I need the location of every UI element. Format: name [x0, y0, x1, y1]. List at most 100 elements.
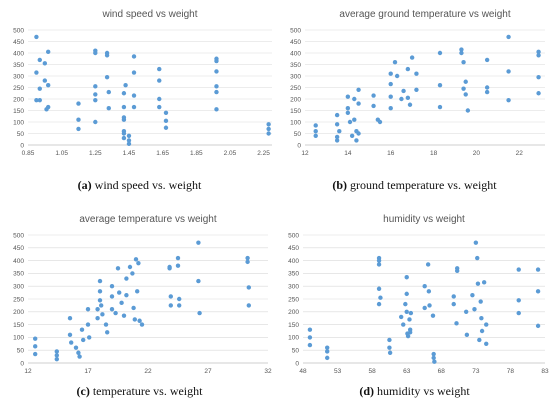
data-point [117, 290, 122, 295]
y-tick-label: 350 [290, 62, 301, 69]
data-point [388, 106, 393, 111]
data-point [34, 70, 39, 75]
x-tick-label: 27 [204, 368, 212, 375]
data-point [104, 53, 110, 58]
data-point [408, 310, 414, 316]
x-tick-label: 1.45 [123, 150, 136, 157]
data-point [42, 61, 48, 66]
data-point [405, 333, 411, 339]
data-point [37, 57, 42, 63]
data-point [437, 83, 443, 88]
x-tick-label: 2.25 [257, 150, 270, 157]
data-point [392, 60, 398, 65]
data-point [432, 359, 437, 364]
data-point [536, 53, 541, 58]
data-point [124, 292, 129, 298]
data-point [214, 89, 219, 95]
data-point [516, 267, 521, 272]
data-point [115, 266, 121, 271]
data-point [345, 94, 351, 99]
data-point [77, 354, 82, 359]
y-tick-label: 0 [295, 360, 299, 367]
x-tick-label: 63 [403, 368, 411, 375]
y-tick-label: 350 [288, 271, 299, 278]
data-point [463, 309, 469, 314]
y-tick-label: 200 [290, 96, 301, 103]
data-point [388, 71, 393, 76]
data-point [451, 301, 456, 307]
data-point [54, 353, 59, 358]
data-point [197, 310, 202, 316]
data-point [426, 289, 432, 294]
data-point [121, 91, 127, 96]
data-point [106, 89, 111, 95]
y-tick-label: 300 [13, 73, 24, 80]
data-point [175, 263, 181, 268]
data-point [95, 316, 100, 321]
data-point [121, 104, 127, 110]
data-point [506, 97, 511, 103]
data-point [196, 278, 201, 284]
data-point [437, 104, 443, 110]
data-point [93, 50, 98, 56]
data-point [337, 129, 342, 134]
data-point [119, 300, 124, 306]
data-point [459, 50, 464, 56]
data-point [126, 133, 132, 138]
data-point [93, 92, 98, 97]
data-point [352, 117, 357, 122]
data-point [104, 74, 110, 80]
y-tick-label: 450 [288, 245, 299, 252]
caption-c-tag: (c) [76, 384, 90, 398]
data-point [85, 322, 91, 327]
data-point [481, 280, 487, 285]
data-point [246, 285, 251, 290]
data-point [157, 96, 162, 102]
y-tick-label: 200 [13, 96, 24, 103]
data-point [307, 327, 313, 332]
data-point [334, 138, 340, 143]
x-tick-label: 22 [144, 368, 152, 375]
data-point [97, 289, 103, 294]
data-point [431, 355, 436, 361]
data-point [437, 50, 443, 56]
data-point [121, 131, 127, 136]
data-point [245, 255, 250, 261]
data-point [356, 131, 361, 136]
x-tick-label: 83 [541, 368, 549, 375]
data-point [463, 79, 468, 84]
data-point [407, 317, 412, 322]
data-point [475, 281, 481, 286]
x-tick-label: 18 [430, 150, 438, 157]
data-point [451, 294, 456, 299]
caption-b: (b) ground temperature vs. weight [277, 178, 550, 193]
data-point [76, 117, 81, 122]
data-point [484, 89, 490, 95]
data-point [405, 66, 411, 72]
y-tick-label: 50 [294, 131, 302, 138]
data-point [356, 87, 361, 93]
y-tick-label: 500 [288, 232, 299, 239]
data-point [352, 96, 357, 102]
data-point [97, 278, 103, 284]
y-tick-label: 50 [17, 131, 25, 138]
data-point [131, 54, 137, 59]
data-point [266, 131, 271, 136]
caption-a: (a) wind speed vs. weight [2, 178, 277, 193]
data-point [461, 60, 466, 65]
data-point [388, 94, 393, 99]
data-point [345, 110, 351, 116]
caption-a-tag: (a) [77, 178, 92, 192]
data-point [103, 322, 109, 327]
y-tick-label: 400 [288, 258, 299, 265]
x-tick-label: 1.25 [89, 150, 102, 157]
data-point [135, 289, 140, 294]
data-point [354, 138, 359, 143]
data-point [33, 344, 38, 349]
data-point [99, 303, 104, 308]
data-point [121, 135, 127, 141]
data-point [425, 262, 431, 267]
x-tick-label: 73 [472, 368, 480, 375]
data-point [245, 259, 250, 265]
data-point [93, 97, 98, 103]
